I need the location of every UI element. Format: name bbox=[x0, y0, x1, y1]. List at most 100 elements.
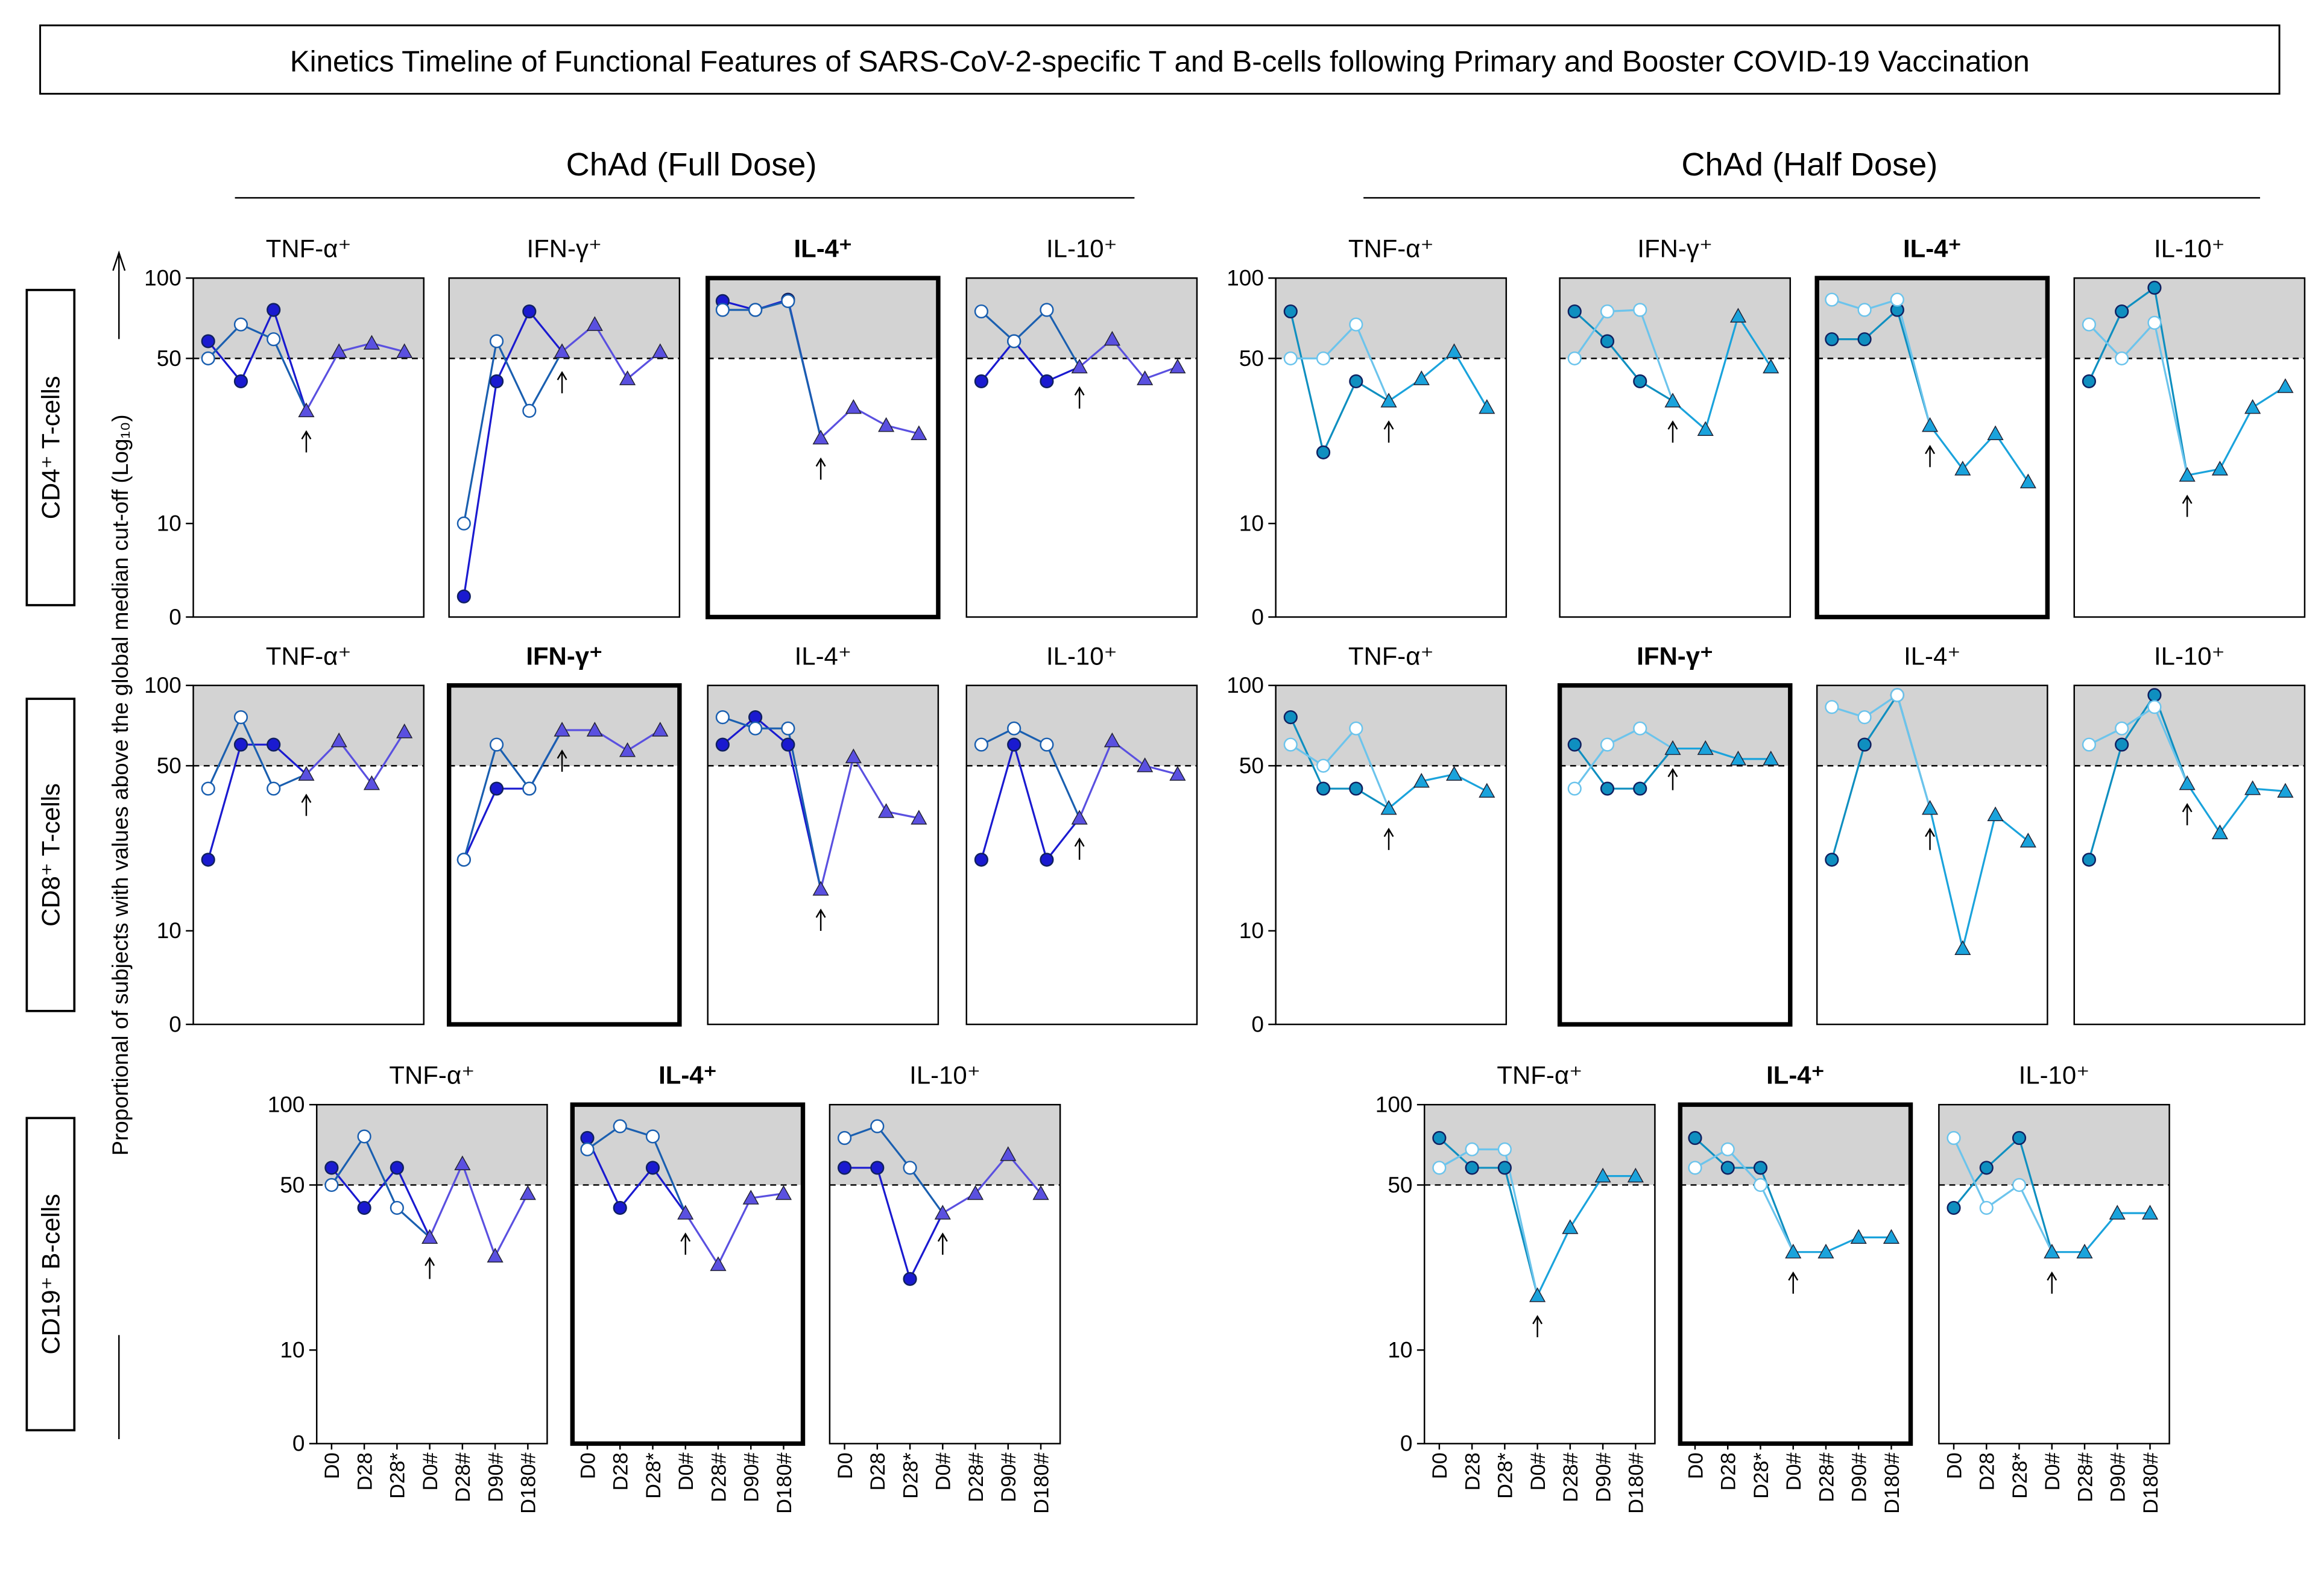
panel-title: TNF-α⁺ bbox=[266, 641, 352, 670]
filled-marker bbox=[201, 334, 215, 348]
y-tick-label: 50 bbox=[157, 346, 182, 371]
series-line bbox=[684, 1193, 784, 1267]
filled-marker bbox=[974, 374, 988, 389]
above-cutoff-band bbox=[193, 685, 424, 766]
x-tick-label: D180# bbox=[1030, 1452, 1053, 1514]
booster-connector bbox=[273, 309, 308, 411]
x-tick-label: D28 bbox=[1461, 1452, 1484, 1490]
x-tick-label: D28* bbox=[642, 1452, 665, 1499]
open-marker bbox=[2147, 700, 2162, 714]
filled-marker bbox=[870, 1161, 885, 1175]
series-line bbox=[1536, 1175, 1636, 1296]
open-marker bbox=[324, 1177, 339, 1193]
y-tick-label: 50 bbox=[1239, 346, 1264, 371]
y-tick-label: 10 bbox=[1239, 918, 1264, 943]
row-label: CD8⁺ T-cells bbox=[37, 783, 65, 927]
booster-arrow-head bbox=[301, 793, 312, 803]
above-cutoff-band bbox=[1680, 1105, 1911, 1185]
filled-marker bbox=[1349, 781, 1363, 796]
panel-title: TNF-α⁺ bbox=[389, 1061, 475, 1089]
panel-title: IL-4⁺ bbox=[1904, 641, 1960, 670]
open-marker bbox=[1633, 303, 1647, 317]
triangle-marker bbox=[2244, 780, 2261, 795]
booster-arrow-head bbox=[937, 1232, 948, 1242]
booster-arrow-head bbox=[1667, 768, 1678, 778]
row-label-box bbox=[25, 698, 76, 1012]
filled-marker bbox=[1825, 853, 1839, 867]
row-label: CD4⁺ T-cells bbox=[37, 376, 65, 519]
triangle-marker bbox=[2211, 824, 2228, 839]
booster-arrow-head bbox=[2047, 1271, 2057, 1281]
filled-marker bbox=[2082, 374, 2096, 389]
open-marker bbox=[1720, 1142, 1735, 1156]
filled-marker bbox=[324, 1161, 339, 1175]
open-marker bbox=[1688, 1161, 1702, 1175]
triangle-marker bbox=[1071, 358, 1088, 374]
above-cutoff-band bbox=[2074, 685, 2305, 766]
triangle-marker bbox=[2076, 1243, 2093, 1259]
booster-arrow-head bbox=[425, 1256, 435, 1266]
booster-connector bbox=[528, 730, 563, 789]
filled-marker bbox=[1567, 737, 1582, 752]
x-tick-label: D0# bbox=[2041, 1452, 2064, 1490]
panel-frame bbox=[1938, 1103, 2170, 1445]
triangle-marker bbox=[1529, 1287, 1546, 1302]
triangle-marker bbox=[1763, 358, 1779, 374]
booster-connector bbox=[1639, 748, 1674, 790]
x-tick-label: D90# bbox=[1592, 1452, 1615, 1502]
filled-marker bbox=[1633, 781, 1647, 796]
open-marker bbox=[1857, 303, 1872, 317]
open-marker bbox=[1283, 351, 1298, 366]
panel-frame bbox=[315, 1103, 548, 1445]
booster-arrow-head bbox=[1074, 386, 1085, 396]
filled-marker bbox=[1720, 1161, 1735, 1175]
x-tick-label: D90# bbox=[997, 1452, 1020, 1502]
triangle-marker bbox=[1169, 358, 1186, 374]
booster-connector bbox=[909, 1212, 944, 1280]
booster-connector bbox=[787, 301, 822, 438]
triangle-marker bbox=[2019, 473, 2036, 488]
open-marker bbox=[613, 1119, 627, 1133]
panel-frame bbox=[192, 684, 425, 1026]
filled-marker bbox=[1825, 332, 1839, 347]
triangle-marker bbox=[619, 742, 636, 757]
triangle-marker bbox=[1594, 1167, 1611, 1183]
triangle-marker bbox=[1137, 757, 1154, 772]
triangle-marker bbox=[652, 722, 669, 737]
y-tick-label: 50 bbox=[280, 1173, 305, 1197]
booster-arrow-head bbox=[1788, 1271, 1799, 1281]
series-line bbox=[2051, 1212, 2150, 1253]
above-cutoff-band bbox=[449, 278, 680, 359]
filled-marker bbox=[781, 737, 795, 752]
filled-marker bbox=[2147, 688, 2162, 702]
series-line bbox=[562, 729, 661, 752]
x-tick-label: D0 bbox=[321, 1452, 344, 1479]
open-marker bbox=[2082, 317, 2096, 332]
panel-title: IL-4⁺ bbox=[795, 641, 851, 670]
triangle-marker bbox=[677, 1205, 694, 1220]
open-marker bbox=[1825, 292, 1839, 307]
triangle-marker bbox=[298, 402, 315, 417]
filled-marker bbox=[1753, 1161, 1768, 1175]
triangle-marker bbox=[1817, 1243, 1834, 1259]
triangle-marker bbox=[619, 370, 636, 385]
y-tick-label: 0 bbox=[169, 1012, 182, 1036]
open-marker bbox=[1825, 700, 1839, 714]
x-tick-label: D0# bbox=[419, 1452, 442, 1490]
y-tick-label: 10 bbox=[280, 1338, 305, 1363]
x-tick-label: D28* bbox=[899, 1452, 922, 1499]
triangle-marker bbox=[1921, 417, 1939, 432]
open-marker bbox=[748, 721, 763, 736]
open-marker bbox=[837, 1130, 852, 1146]
y-tick-label: 10 bbox=[1388, 1338, 1412, 1363]
triangle-marker bbox=[1413, 772, 1430, 788]
booster-arrow-head bbox=[1925, 827, 1936, 837]
triangle-marker bbox=[1785, 1243, 1802, 1259]
filled-marker bbox=[1432, 1130, 1447, 1146]
triangle-marker bbox=[2141, 1205, 2159, 1220]
y-tick-label: 10 bbox=[1239, 511, 1264, 536]
panel-title: IL-10⁺ bbox=[2019, 1061, 2090, 1089]
booster-connector bbox=[2153, 707, 2188, 784]
filled-marker bbox=[1316, 781, 1331, 796]
